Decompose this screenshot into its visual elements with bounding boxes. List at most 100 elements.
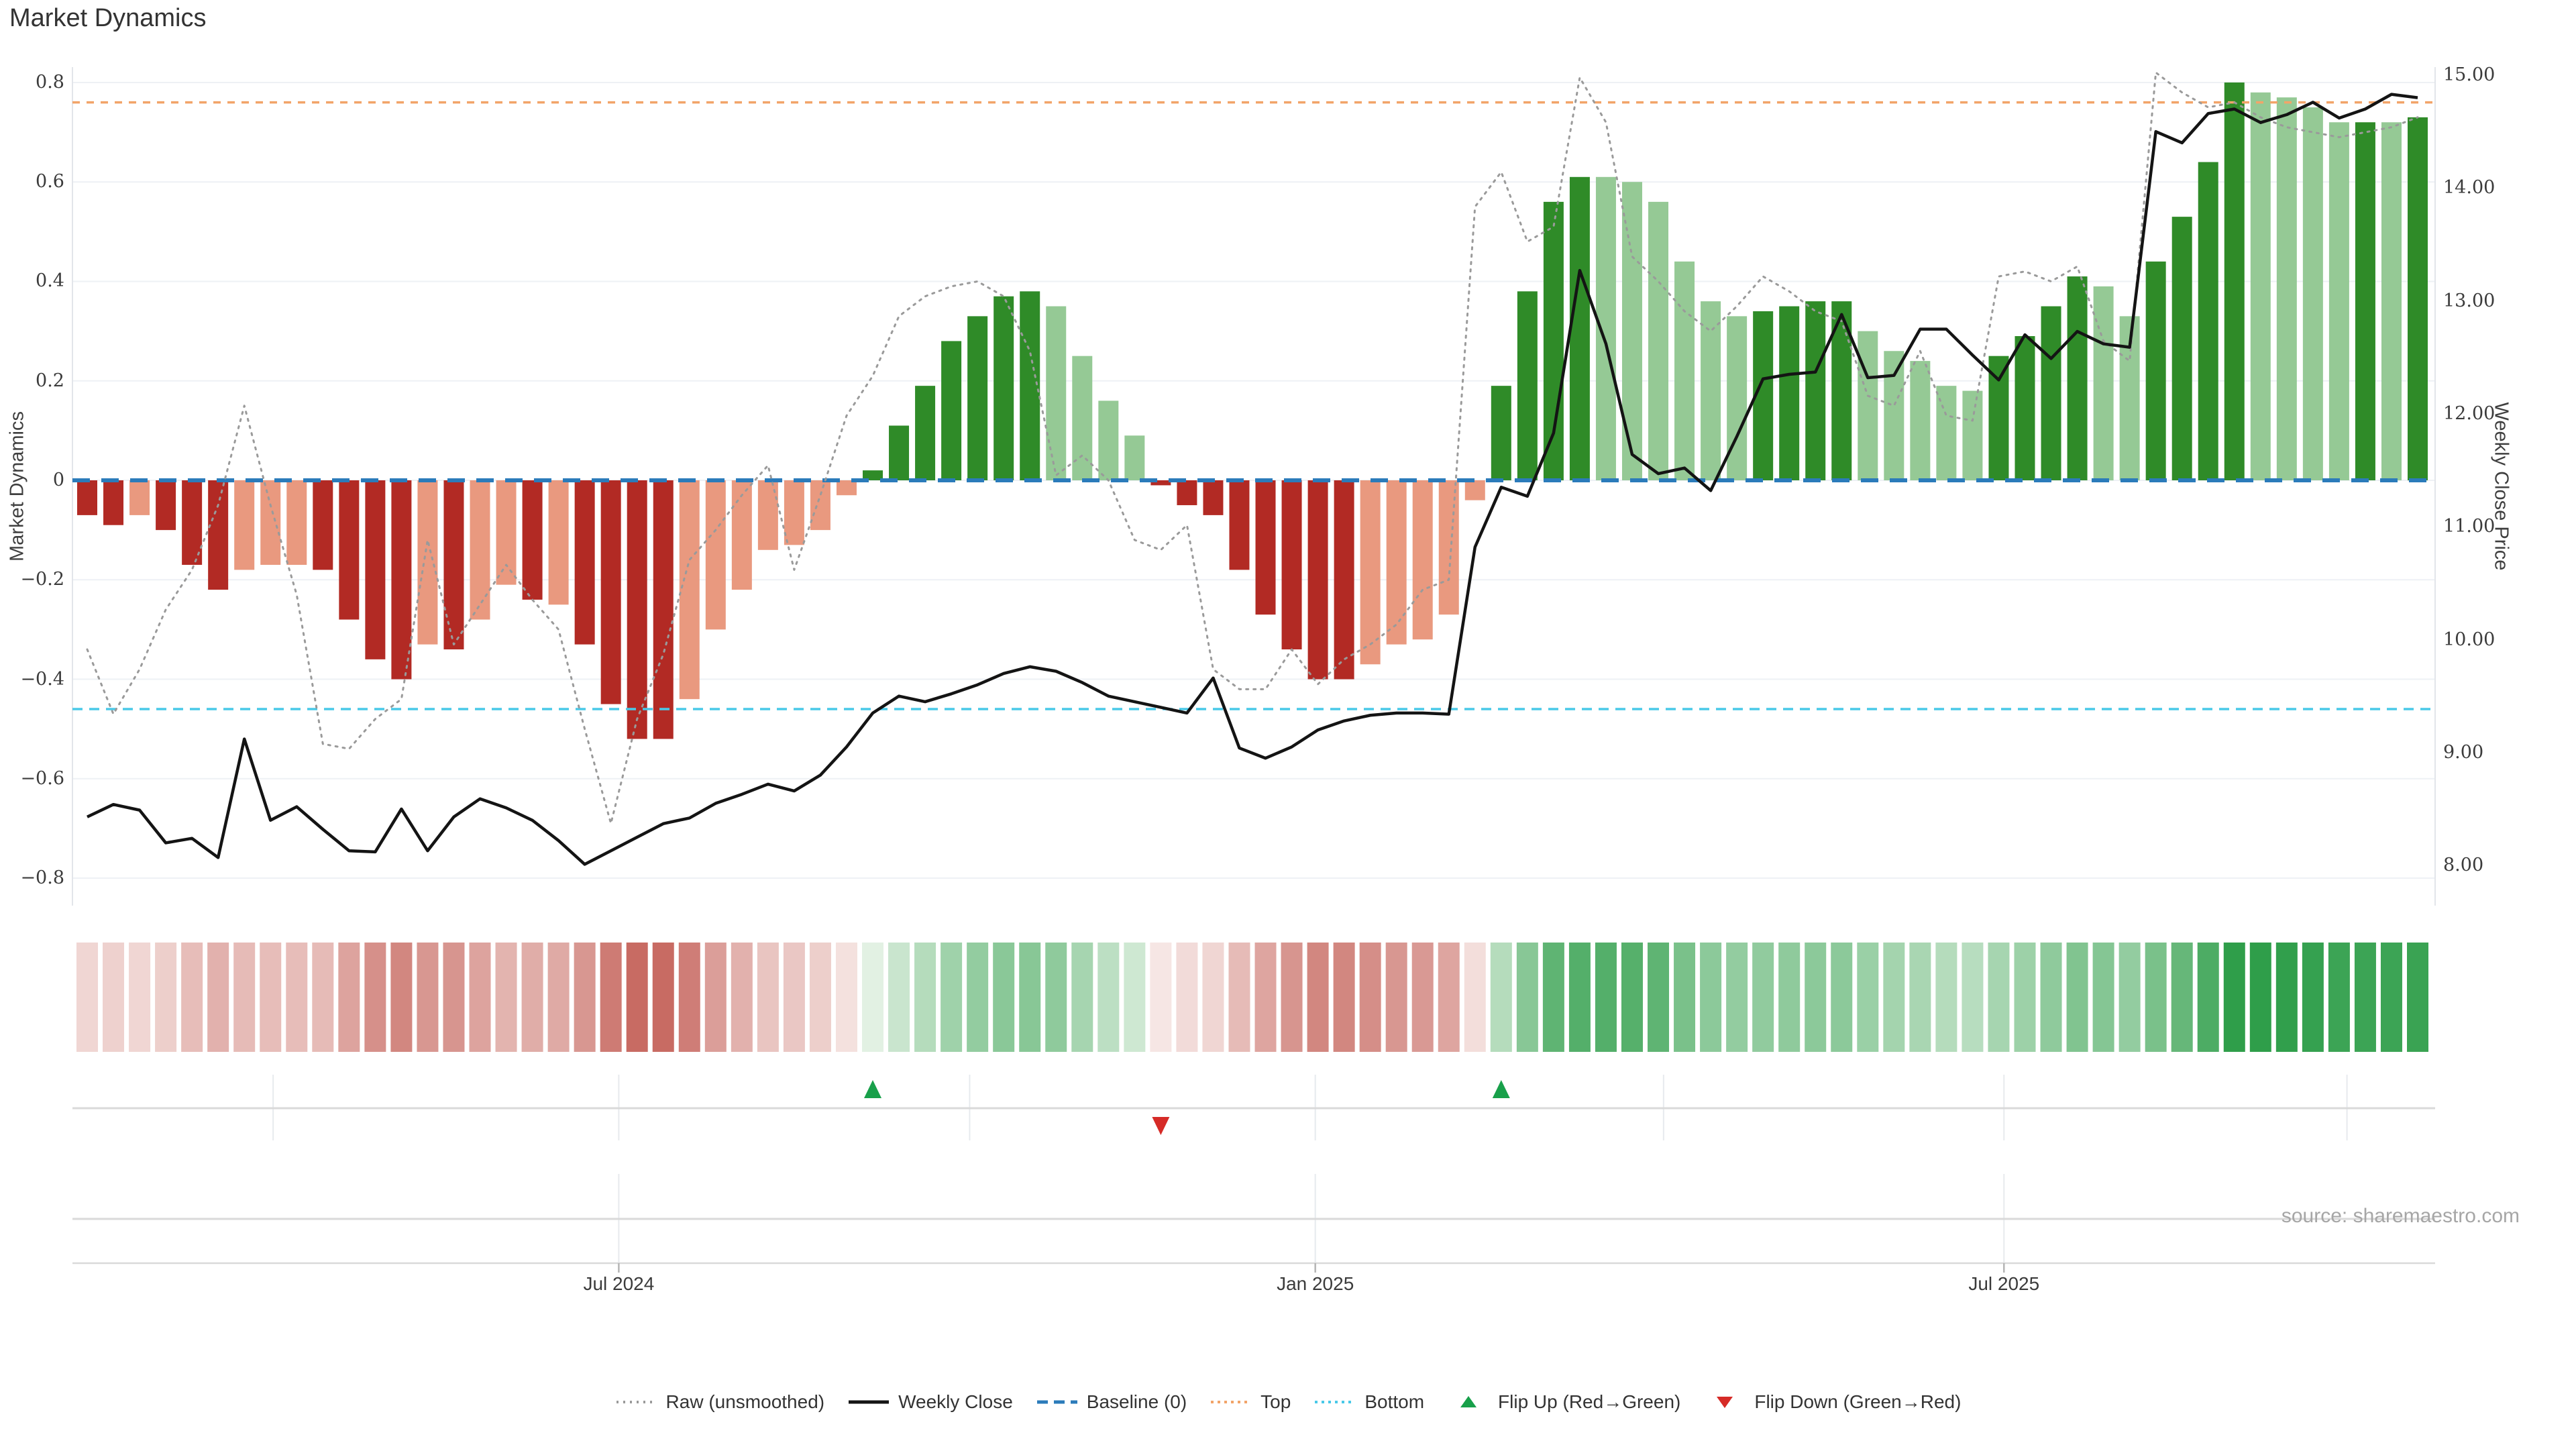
dynamics-bar — [1858, 331, 1878, 480]
heatmap-cell — [1438, 943, 1460, 1052]
heatmap-cell — [1071, 943, 1093, 1052]
dynamics-bar — [2355, 122, 2375, 480]
dynamics-bar — [443, 480, 464, 650]
dynamics-bar — [1779, 306, 1800, 480]
dynamics-bar — [313, 480, 333, 570]
dynamics-bar — [2328, 122, 2349, 480]
heatmap-cell — [2197, 943, 2219, 1052]
heatmap-cell — [1359, 943, 1381, 1052]
heatmap-cell — [417, 943, 439, 1052]
legend-item-1: Weekly Close — [847, 1391, 1013, 1413]
heatmap-cell — [600, 943, 622, 1052]
market-dynamics-plot — [72, 67, 2436, 1273]
left-tick-label: −0.8 — [20, 867, 64, 889]
heatmap-cell — [495, 943, 517, 1052]
dynamics-bar — [1884, 351, 1904, 480]
dynamics-bar — [653, 480, 674, 739]
dynamics-bar — [1386, 480, 1407, 645]
heatmap-cell — [993, 943, 1015, 1052]
source-note: source: sharemaestro.com — [2281, 1205, 2520, 1227]
heatmap-cell — [1385, 943, 1407, 1052]
heatmap-cell — [1464, 943, 1486, 1052]
heatmap-cell — [1097, 943, 1120, 1052]
legend-item-2: Baseline (0) — [1036, 1391, 1187, 1413]
heatmap-cell — [2092, 943, 2114, 1052]
dynamics-bar — [705, 480, 726, 630]
heatmap-cell — [1045, 943, 1067, 1052]
dynamics-bar — [1674, 261, 1695, 480]
heatmap-cell — [1176, 943, 1198, 1052]
heatmap-cell — [233, 943, 256, 1052]
dynamics-bar — [1046, 306, 1067, 480]
dynamics-bar — [2408, 117, 2428, 480]
heatmap-cell — [1909, 943, 1931, 1052]
heatmap-cell — [941, 943, 963, 1052]
dynamics-bar — [1464, 480, 1485, 500]
heatmap-cell — [2407, 943, 2428, 1052]
dynamics-bar — [417, 480, 438, 645]
dynamics-bar — [522, 480, 543, 600]
heatmap-cell — [2066, 943, 2088, 1052]
flip-up-icon — [1460, 1396, 1477, 1407]
dynamics-bar — [1491, 386, 1511, 480]
dynamics-bar — [1177, 480, 1197, 506]
heatmap-cell — [2354, 943, 2376, 1052]
heatmap-cell — [914, 943, 936, 1052]
right-tick-label: 9.00 — [2443, 741, 2484, 763]
left-tick-label: −0.6 — [20, 767, 64, 789]
dynamics-bar — [182, 480, 203, 566]
heatmap-cell — [2145, 943, 2167, 1052]
dynamics-bar — [2276, 97, 2297, 481]
dynamics-bar — [2145, 261, 2166, 480]
legend-item-label: Flip Up (Red→Green) — [1498, 1391, 1681, 1412]
heatmap-cell — [103, 943, 125, 1052]
heatmap-cell — [1019, 943, 1041, 1052]
dynamics-bar — [784, 480, 804, 545]
right-tick-label: 13.00 — [2443, 290, 2496, 311]
flip-up-marker-icon — [1492, 1080, 1510, 1098]
legend-item-label: Raw (unsmoothed) — [665, 1391, 825, 1412]
dynamics-bar — [234, 480, 255, 570]
dynamics-bar — [1595, 176, 1616, 480]
dynamics-bar — [889, 425, 910, 480]
legend: Raw (unsmoothed) Weekly Close Baseline (0)… — [0, 1391, 2576, 1413]
heatmap-cell — [1962, 943, 1984, 1052]
heatmap-cell — [1648, 943, 1670, 1052]
dynamics-bar — [1988, 356, 2009, 480]
dynamics-bar — [574, 480, 595, 645]
dynamics-bar — [2171, 217, 2192, 480]
flip-marker-subplot — [72, 1075, 2435, 1140]
heatmap-cell — [1988, 943, 2010, 1052]
dynamics-bar — [2198, 162, 2218, 480]
dynamics-bar — [1648, 201, 1669, 480]
dynamics-bar — [1962, 390, 1983, 480]
heatmap-cell — [757, 943, 779, 1052]
heatmap-cell — [731, 943, 753, 1052]
dynamics-bar — [208, 480, 229, 590]
weekly-close-line — [87, 93, 2418, 866]
x-tick-label: Jul 2024 — [583, 1273, 655, 1294]
dynamics-bar — [1569, 176, 1590, 480]
dynamics-bar — [1412, 480, 1433, 640]
right-tick-label: 10.00 — [2443, 629, 2496, 650]
dynamics-bar — [548, 480, 569, 605]
dynamics-bar — [1124, 435, 1145, 480]
bars-layer — [77, 82, 2428, 739]
dynamics-bar — [967, 316, 988, 480]
dynamics-bar — [2041, 306, 2061, 480]
left-tick-label: −0.4 — [20, 668, 64, 690]
dynamics-bar — [156, 480, 176, 531]
legend-item-6: Flip Down (Green→Red) — [1703, 1391, 1961, 1413]
dynamics-bar — [103, 480, 124, 525]
flip-down-icon — [1717, 1397, 1733, 1408]
dynamics-bar — [129, 480, 150, 515]
dynamics-bar — [627, 480, 647, 739]
dotted-line-icon — [616, 1401, 657, 1403]
dynamics-bar — [2302, 107, 2323, 480]
right-tick-label: 8.00 — [2443, 855, 2484, 876]
heatmap-cell — [1831, 943, 1853, 1052]
dynamics-bar — [836, 480, 857, 496]
dynamics-bar — [863, 470, 883, 480]
right-tick-label: 11.00 — [2443, 516, 2496, 537]
